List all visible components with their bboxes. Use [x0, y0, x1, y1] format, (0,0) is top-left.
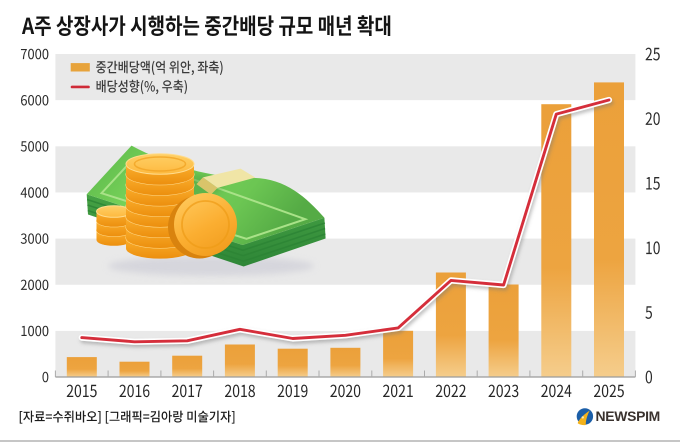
svg-text:NEWSPIM: NEWSPIM — [596, 409, 661, 424]
